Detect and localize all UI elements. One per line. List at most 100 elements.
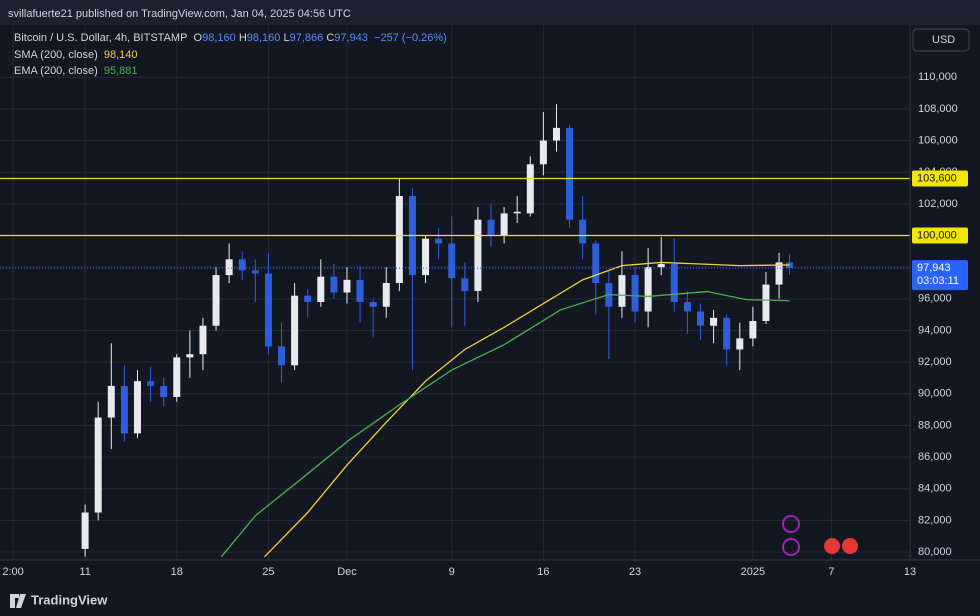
candle-body <box>762 284 770 321</box>
value: 97,866 <box>289 32 324 44</box>
candle-body <box>343 279 351 293</box>
footer-brand: TradingView <box>31 592 108 607</box>
candle-body <box>107 385 115 418</box>
key: L <box>283 32 290 44</box>
publisher: svillafuerte21 published on TradingView.… <box>8 8 351 20</box>
last-price-tag <box>912 260 968 291</box>
candle-body <box>736 338 744 350</box>
candle-body <box>697 311 705 326</box>
candle-body <box>291 295 299 366</box>
value: 97,943 <box>334 32 368 44</box>
candle-body <box>330 276 338 293</box>
candle-body <box>186 354 194 358</box>
candle-body <box>513 211 521 214</box>
candle-body <box>382 283 390 307</box>
candle-body <box>448 243 456 279</box>
x-tick-label: 25 <box>262 566 274 578</box>
candle-body <box>81 512 89 549</box>
candle-body <box>566 127 574 220</box>
top-bar <box>0 0 980 25</box>
y-tick-label: 92,000 <box>918 356 952 368</box>
value: 98,160 <box>246 32 281 44</box>
candle-body <box>422 238 430 276</box>
event-icon[interactable] <box>782 515 800 533</box>
candle-body <box>487 219 495 236</box>
candle-body <box>317 276 325 302</box>
change: −257 (−0.26%) <box>374 32 447 44</box>
x-tick-label: 11 <box>79 566 90 578</box>
currency-button[interactable] <box>912 28 970 52</box>
legend-value: 98,140 <box>103 49 138 61</box>
candle-body <box>395 195 403 284</box>
countdown: 03:03:11 <box>917 275 959 287</box>
y-tick-label: 96,000 <box>918 293 952 305</box>
candle-body <box>120 385 128 434</box>
legend-sma: SMA (200, close) 98,140 <box>14 49 138 61</box>
x-tick-label: 13 <box>904 566 916 578</box>
candle-body <box>173 357 181 397</box>
flag-icon[interactable] <box>842 538 858 554</box>
candle-body <box>657 264 665 268</box>
last-price-label: 97,943 <box>917 262 951 274</box>
candle-body <box>278 346 286 366</box>
key: C <box>326 32 335 44</box>
y-tick-label: 86,000 <box>918 451 952 463</box>
candle-body <box>147 381 155 386</box>
candle-body <box>461 278 469 291</box>
candle-body <box>264 273 272 347</box>
candle-body <box>552 127 560 141</box>
footer <box>0 586 980 616</box>
x-tick-label: 16 <box>537 566 549 578</box>
candle-body <box>212 275 220 326</box>
currency[interactable]: USD <box>932 34 955 46</box>
x-tick-label: 18 <box>171 566 183 578</box>
candle-body <box>474 219 482 291</box>
y-tick-label: 84,000 <box>918 483 952 495</box>
y-tick-label: 88,000 <box>918 419 952 431</box>
candle-body <box>683 301 691 312</box>
x-tick-label: 2:00 <box>2 566 23 578</box>
candle-body <box>94 417 102 513</box>
legend-main: Bitcoin / U.S. Dollar, 4h, BITSTAMP O98,… <box>14 32 447 44</box>
candle-body <box>435 238 443 244</box>
y-tick-label: 80,000 <box>918 546 952 558</box>
y-tick-label: 110,000 <box>918 71 957 83</box>
event-icon[interactable] <box>782 538 800 556</box>
x-tick-label: 2025 <box>741 566 765 578</box>
y-tick-label: 82,000 <box>918 514 952 526</box>
candle-body <box>160 385 168 397</box>
level-tag <box>912 227 968 244</box>
candle-body <box>592 243 600 284</box>
candle-body <box>749 320 757 339</box>
candle-body <box>225 259 233 276</box>
candle-body <box>251 270 259 274</box>
indicator-line <box>264 261 790 558</box>
candle-body <box>369 301 377 307</box>
legend-name: EMA (200, close) <box>14 65 98 77</box>
symbol: Bitcoin / U.S. Dollar, 4h, BITSTAMP <box>14 32 188 44</box>
candle-body <box>526 164 534 214</box>
candle-body <box>579 219 587 244</box>
y-tick-label: 108,000 <box>918 103 958 115</box>
candle-body <box>618 275 626 307</box>
candle-body <box>539 140 547 165</box>
candle-body <box>500 213 508 236</box>
level-label: 103,600 <box>917 172 957 184</box>
level-tag <box>912 170 968 187</box>
x-tick-label: 7 <box>828 566 834 578</box>
x-tick-label: 9 <box>449 566 455 578</box>
candle-body <box>356 279 364 302</box>
y-tick-label: 90,000 <box>918 388 952 400</box>
flag-icon[interactable] <box>824 538 840 554</box>
y-tick-label: 106,000 <box>918 134 958 146</box>
x-tick-label: Dec <box>337 566 357 578</box>
legend-value: 95,881 <box>103 65 138 77</box>
candle-body <box>304 295 312 302</box>
candle-body <box>199 325 207 355</box>
y-tick-label: 102,000 <box>918 198 958 210</box>
candle-body <box>631 275 639 312</box>
candle-body <box>644 267 652 312</box>
